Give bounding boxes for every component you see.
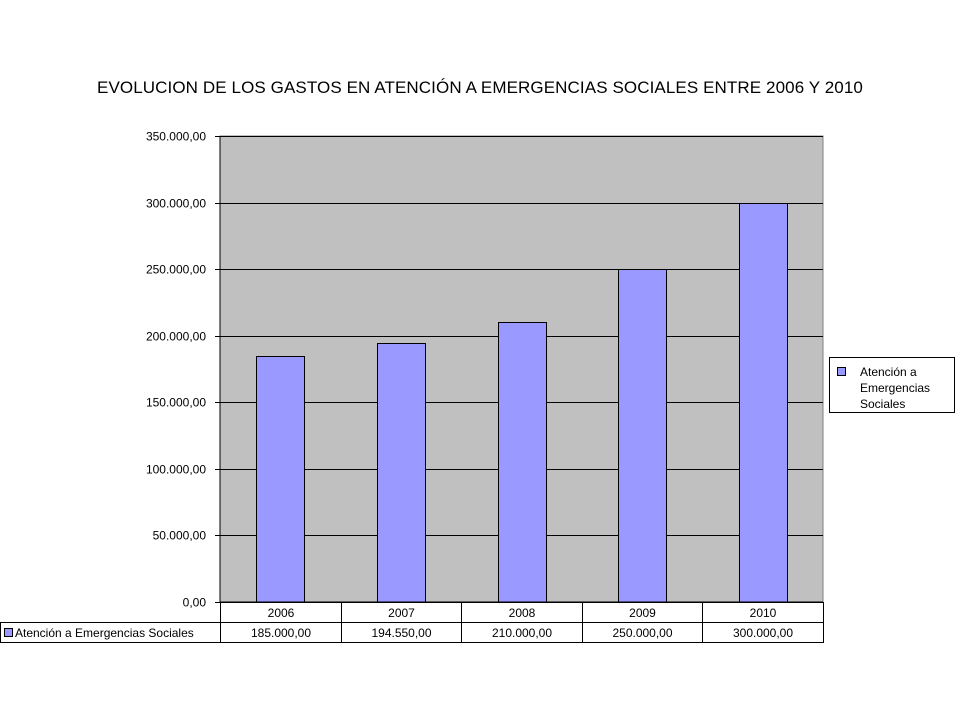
bar-2008: [498, 322, 547, 603]
data-table-value: 300.000,00: [702, 622, 824, 643]
bar-2009: [618, 269, 667, 603]
data-table: 2006 2007 2008 2009 2010 Atención a Emer…: [0, 602, 824, 643]
data-table-value: 250.000,00: [582, 622, 703, 643]
y-tick-label: 300.000,00: [146, 197, 206, 211]
legend: Atención a Emergencias Sociales: [829, 357, 955, 413]
data-table-category: 2010: [702, 602, 824, 623]
y-tick-label: 150.000,00: [146, 396, 206, 410]
y-tick-label: 50.000,00: [153, 529, 207, 543]
data-table-row: Atención a Emergencias Sociales 185.000,…: [0, 622, 824, 643]
y-tick-label: 100.000,00: [146, 463, 206, 477]
y-tick-label: 200.000,00: [146, 330, 206, 344]
data-table-series-name: Atención a Emergencias Sociales: [15, 625, 194, 640]
chart-title: EVOLUCION DE LOS GASTOS EN ATENCIÓN A EM…: [97, 78, 863, 97]
bars: [256, 203, 788, 603]
data-table-category: 2009: [582, 602, 703, 623]
data-table-category: 2008: [461, 602, 583, 623]
y-tick-label: 350.000,00: [146, 130, 206, 144]
data-table-category: 2007: [341, 602, 462, 623]
data-table-category: 2006: [220, 602, 342, 623]
bar-2010: [739, 203, 788, 603]
data-table-corner: [0, 602, 221, 623]
legend-label: Atención a Emergencias Sociales: [860, 365, 931, 411]
bar-2006: [256, 356, 305, 603]
data-table-value: 210.000,00: [461, 622, 583, 643]
y-tick-label: 250.000,00: [146, 263, 206, 277]
bar-2007: [377, 343, 426, 603]
data-table-value: 194.550,00: [341, 622, 462, 643]
y-axis-ticks: 0,0050.000,00100.000,00150.000,00200.000…: [146, 130, 220, 610]
legend-swatch: [837, 367, 846, 376]
data-table-row-label: Atención a Emergencias Sociales: [0, 622, 221, 643]
data-table-swatch: [4, 627, 13, 637]
data-table-value: 185.000,00: [220, 622, 342, 643]
data-table-header-row: 2006 2007 2008 2009 2010: [0, 602, 824, 623]
